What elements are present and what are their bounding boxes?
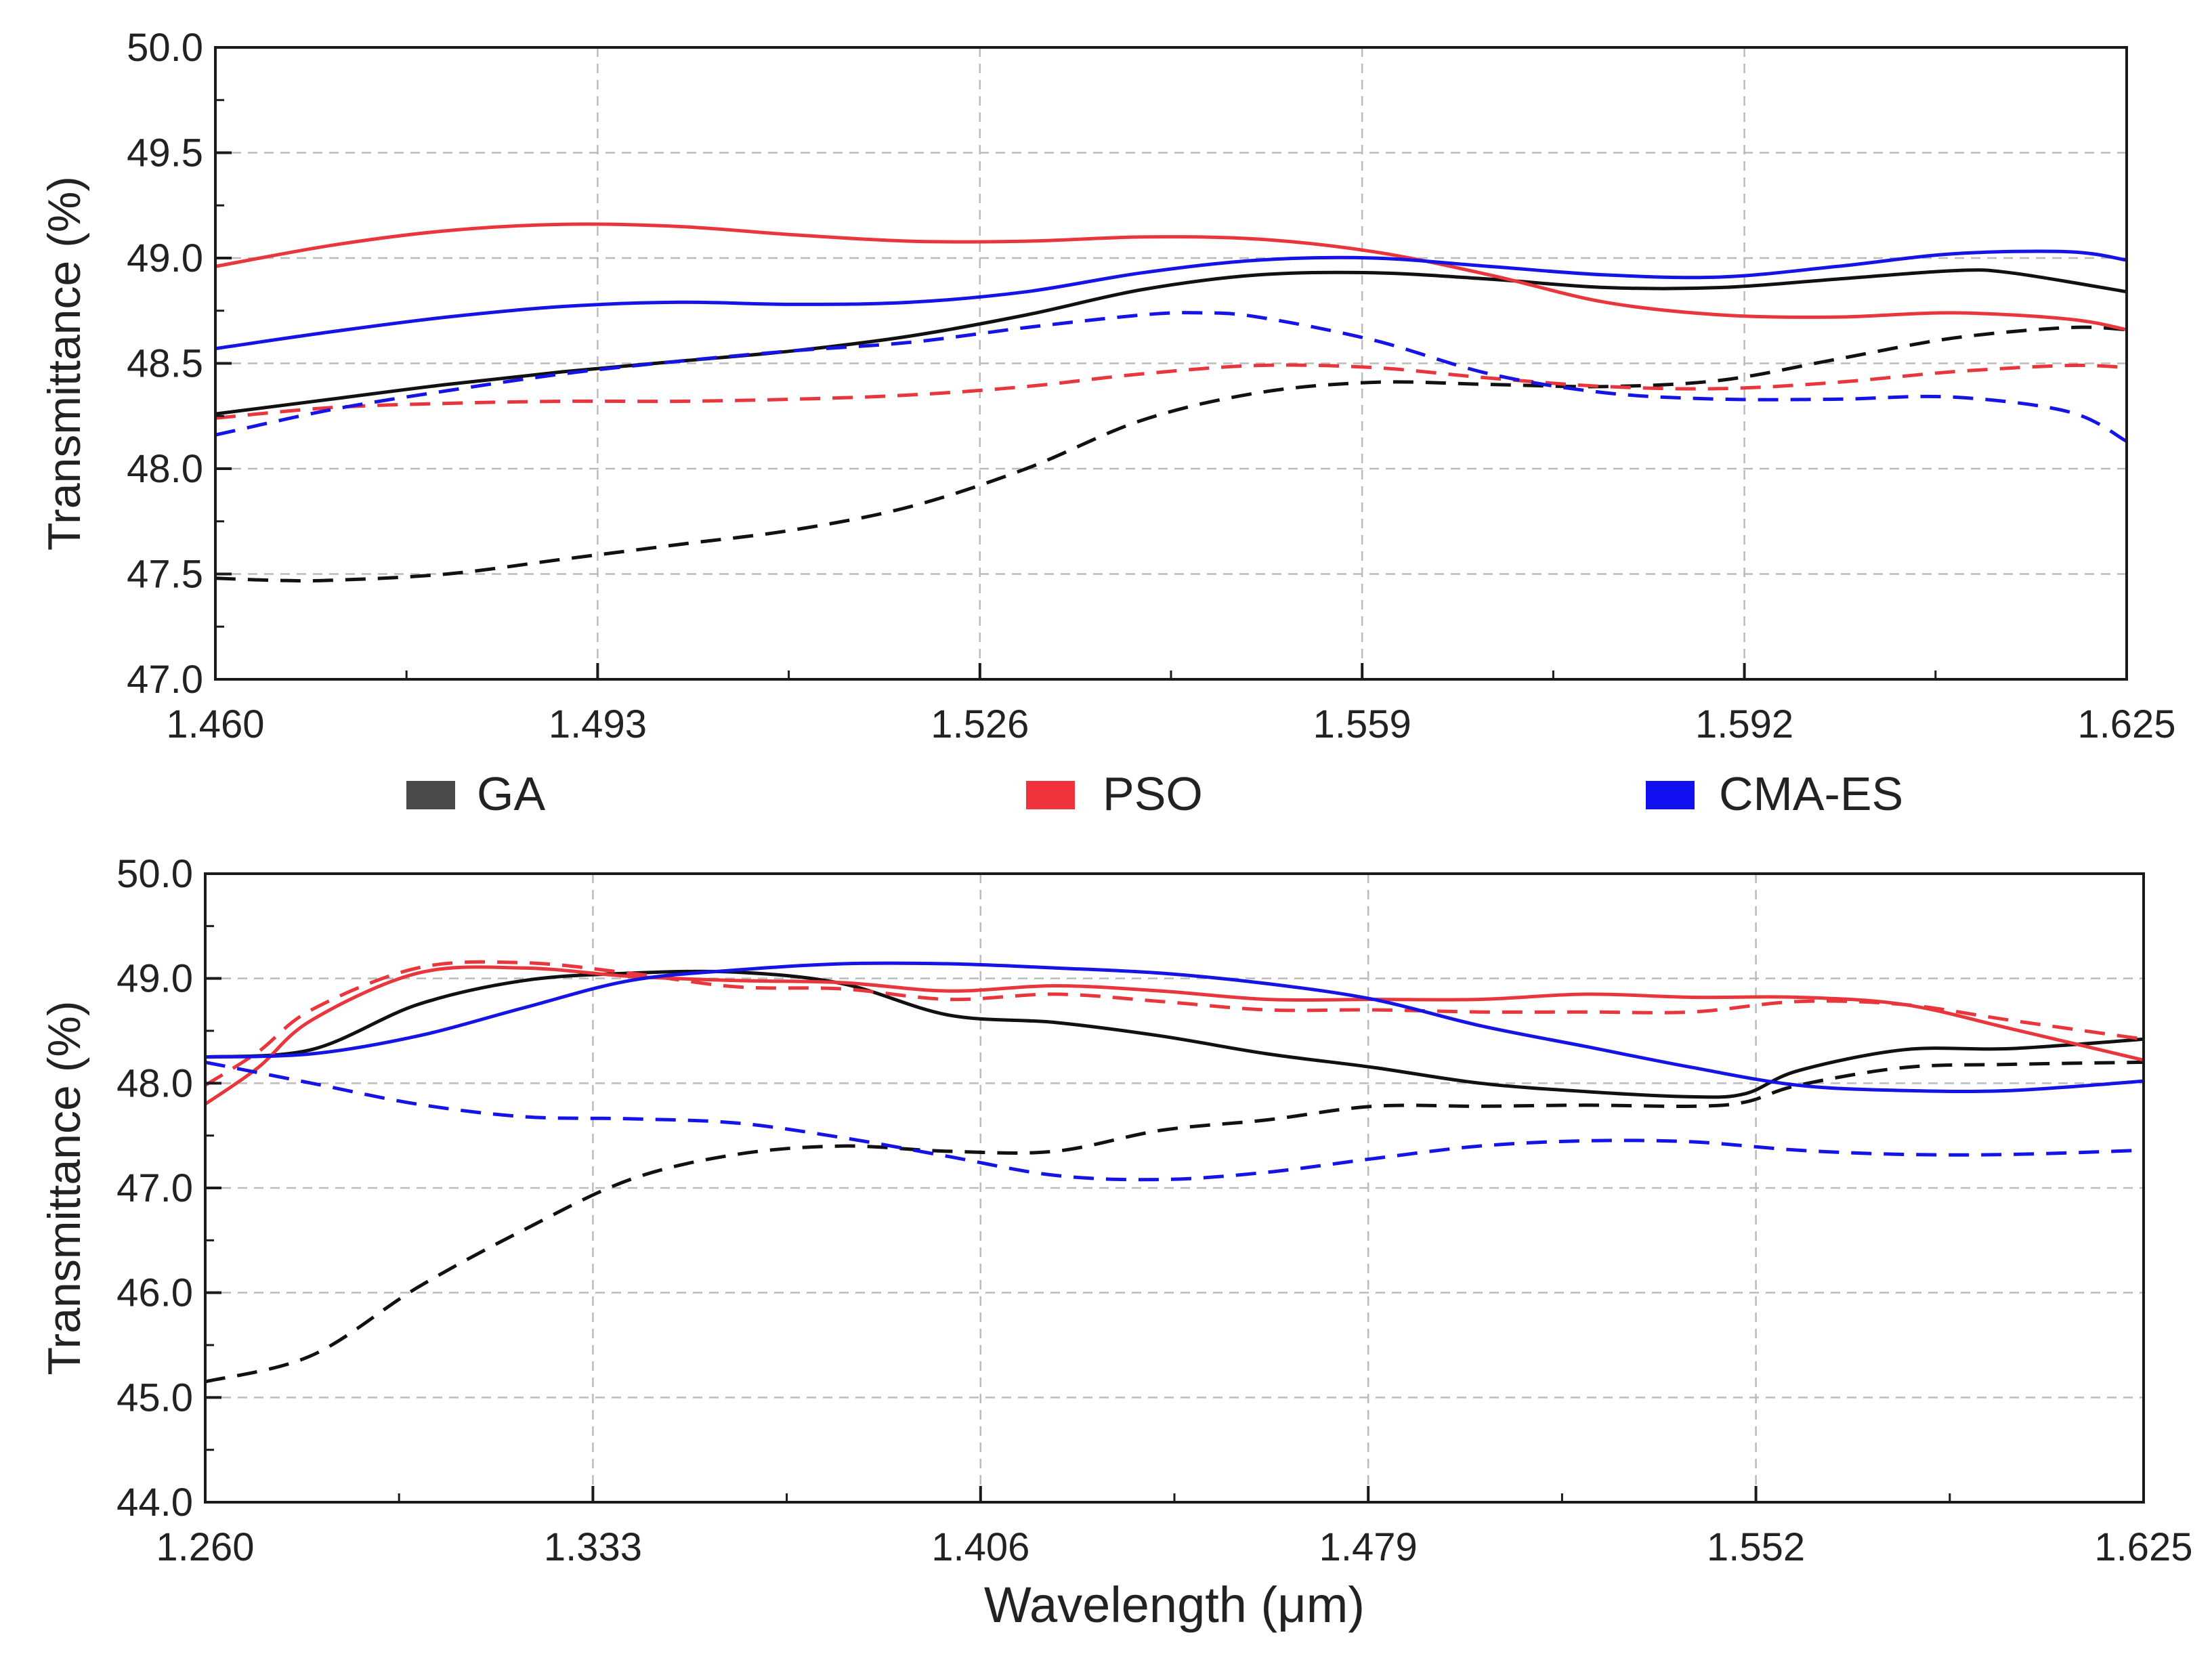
series-line-cma-es-dashed: [215, 311, 2127, 443]
series-group: [205, 960, 2144, 1384]
x-tick-label: 1.406: [931, 1525, 1029, 1569]
series-group: [215, 222, 2127, 583]
legend: GA PSO CMA-ES: [406, 767, 1903, 820]
series-line-ga-dashed: [215, 325, 2127, 583]
y-tick-label: 46.0: [116, 1271, 193, 1315]
legend-entry-pso: PSO: [1026, 767, 1203, 820]
x-tick-label: 1.460: [166, 702, 264, 746]
y-tick-label: 48.5: [127, 342, 203, 386]
y-tick-label: 48.0: [116, 1061, 193, 1105]
series-line-ga-solid: [215, 268, 2127, 416]
legend-entry-ga: GA: [406, 767, 545, 820]
y-tick-label: 49.0: [116, 957, 193, 1001]
legend-swatch-cma-es: [1646, 781, 1695, 809]
top-chart-panel: 1.460 1.493 1.526 1.559 1.592 1.625 47.0 47.5 48…: [39, 26, 2176, 746]
y-tick-label: 44.0: [116, 1481, 193, 1525]
series-line-pso-dashed: [215, 363, 2127, 420]
y-tick-label: 47.0: [116, 1166, 193, 1210]
x-tick-label: 1.552: [1707, 1525, 1805, 1569]
x-axis-label: Wavelength (μm): [984, 1577, 1365, 1633]
series-line-cma-es-dashed: [205, 1060, 2144, 1182]
bottom-chart-panel: 1.260 1.333 1.406 1.479 1.552 1.625 44.0 45.0 46…: [39, 852, 2193, 1633]
x-tick-label: 1.592: [1695, 702, 1793, 746]
legend-swatch-pso: [1026, 781, 1075, 809]
y-tick-label: 50.0: [116, 852, 193, 896]
legend-label-ga: GA: [477, 767, 545, 820]
legend-swatch-ga: [406, 781, 455, 809]
x-tick-label: 1.625: [2094, 1525, 2192, 1569]
x-tick-label: 1.260: [156, 1525, 254, 1569]
y-tick-label: 50.0: [127, 26, 203, 70]
series-line-cma-es-solid: [205, 961, 2144, 1094]
series-line-ga-solid: [205, 969, 2144, 1099]
series-line-cma-es-solid: [215, 249, 2127, 351]
x-tick-label: 1.333: [544, 1525, 642, 1569]
y-tick-label: 49.5: [127, 131, 203, 175]
series-line-pso-solid: [215, 222, 2127, 332]
y-axis-label: Transmittance (%): [39, 1001, 90, 1376]
y-tick-label: 45.0: [116, 1376, 193, 1420]
x-tick-label: 1.479: [1319, 1525, 1418, 1569]
series-line-pso-dashed: [205, 960, 2144, 1087]
y-axis-label: Transmittance (%): [39, 176, 90, 551]
x-tick-label: 1.625: [2077, 702, 2175, 746]
y-tick-label: 47.0: [127, 658, 203, 702]
x-tick-label: 1.559: [1313, 702, 1411, 746]
x-tick-label: 1.493: [549, 702, 647, 746]
legend-label-pso: PSO: [1103, 767, 1203, 820]
y-tick-label: 47.5: [127, 553, 203, 597]
legend-label-cma-es: CMA-ES: [1719, 767, 1903, 820]
y-tick-label: 48.0: [127, 447, 203, 491]
series-line-pso-solid: [205, 965, 2144, 1106]
x-tick-label: 1.526: [931, 702, 1029, 746]
y-tick-label: 49.0: [127, 236, 203, 280]
legend-entry-cma-es: CMA-ES: [1646, 767, 1903, 820]
